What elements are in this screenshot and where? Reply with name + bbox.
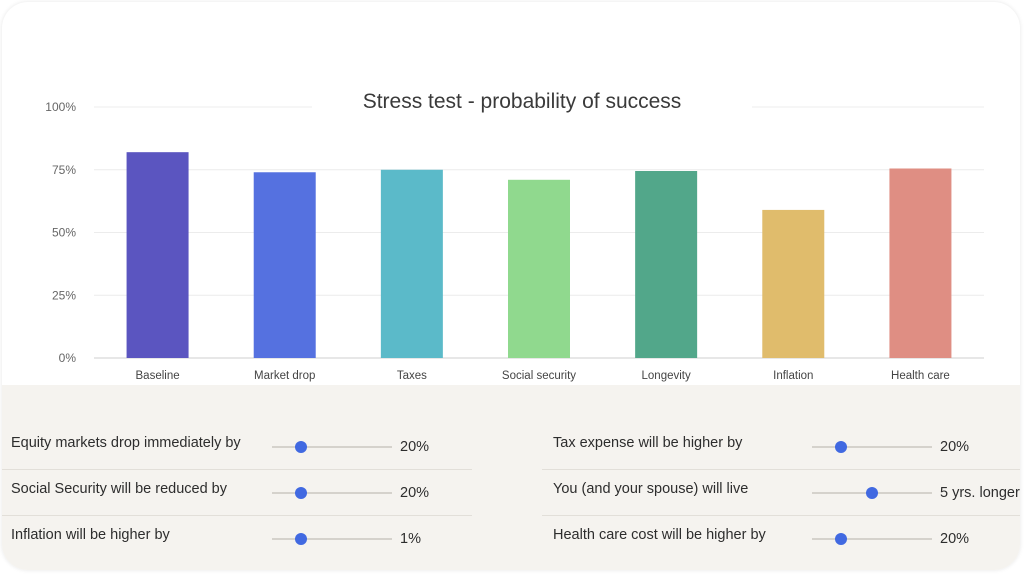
- longevity-slider[interactable]: [812, 487, 932, 499]
- equity-drop-control: Equity markets drop immediately by 20%: [2, 425, 472, 470]
- longevity-control: You (and your spouse) will live 5 yrs. l…: [542, 471, 1020, 516]
- x-tick-label: Health care: [891, 370, 950, 382]
- inflation-label: Inflation will be higher by: [11, 527, 170, 543]
- slider-thumb[interactable]: [294, 533, 307, 545]
- health-care-value: 20%: [940, 531, 970, 547]
- slider-thumb[interactable]: [294, 487, 307, 499]
- bar-taxes[interactable]: [380, 169, 443, 358]
- bar-health-care[interactable]: [889, 168, 952, 358]
- longevity-label: You (and your spouse) will live: [553, 481, 749, 497]
- tax-expense-label: Tax expense will be higher by: [553, 435, 743, 451]
- health-care-label: Health care cost will be higher by: [553, 527, 766, 543]
- longevity-value: 5 yrs. longer: [940, 485, 1020, 501]
- y-tick-label: 25%: [52, 288, 76, 302]
- x-tick-label: Taxes: [397, 370, 427, 382]
- y-tick-label: 100%: [45, 100, 76, 114]
- health-care-slider[interactable]: [812, 533, 932, 545]
- slider-thumb[interactable]: [834, 533, 847, 545]
- x-axis-labels: Baseline Market drop Taxes Social security L…: [136, 370, 950, 382]
- social-security-value: 20%: [400, 485, 430, 501]
- bar-longevity[interactable]: [635, 171, 698, 358]
- y-tick-label: 50%: [52, 226, 76, 240]
- tax-expense-value: 20%: [940, 439, 970, 455]
- title-backdrop: [312, 80, 752, 120]
- bar-inflation[interactable]: [762, 209, 825, 358]
- equity-drop-slider[interactable]: [272, 441, 392, 453]
- bar-market-drop[interactable]: [253, 172, 316, 358]
- tax-expense-control: Tax expense will be higher by 20%: [542, 425, 1020, 470]
- bar-social-security[interactable]: [508, 179, 570, 358]
- equity-drop-value: 20%: [400, 439, 430, 455]
- bar-baseline[interactable]: [126, 152, 189, 358]
- health-care-control: Health care cost will be higher by 20%: [542, 517, 1020, 561]
- x-tick-label: Longevity: [642, 370, 691, 382]
- stress-controls-panel: Equity markets drop immediately by 20% T…: [2, 385, 1020, 570]
- stress-test-chart: 0% 25% 50% 75% 100% Stress test - probabilit…: [45, 80, 984, 382]
- y-axis-ticks: 0% 25% 50% 75% 100%: [45, 100, 76, 365]
- slider-thumb[interactable]: [294, 441, 307, 453]
- y-tick-label: 0%: [59, 351, 77, 365]
- social-security-label: Social Security will be reduced by: [11, 481, 227, 497]
- social-security-slider[interactable]: [272, 487, 392, 499]
- x-tick-label: Baseline: [136, 370, 180, 382]
- inflation-slider[interactable]: [272, 533, 392, 545]
- bars: [126, 152, 952, 358]
- slider-thumb[interactable]: [866, 487, 878, 499]
- y-tick-label: 75%: [52, 163, 76, 177]
- equity-drop-label: Equity markets drop immediately by: [11, 435, 241, 451]
- x-tick-label: Market drop: [254, 370, 315, 382]
- inflation-control: Inflation will be higher by 1%: [2, 517, 472, 561]
- slider-thumb[interactable]: [834, 441, 847, 453]
- inflation-value: 1%: [400, 531, 421, 547]
- x-tick-label: Social security: [502, 370, 576, 382]
- tax-expense-slider[interactable]: [812, 441, 932, 453]
- chart-title: Stress test - probability of success: [363, 90, 682, 113]
- x-tick-label: Inflation: [773, 370, 813, 382]
- social-security-control: Social Security will be reduced by 20%: [2, 471, 472, 516]
